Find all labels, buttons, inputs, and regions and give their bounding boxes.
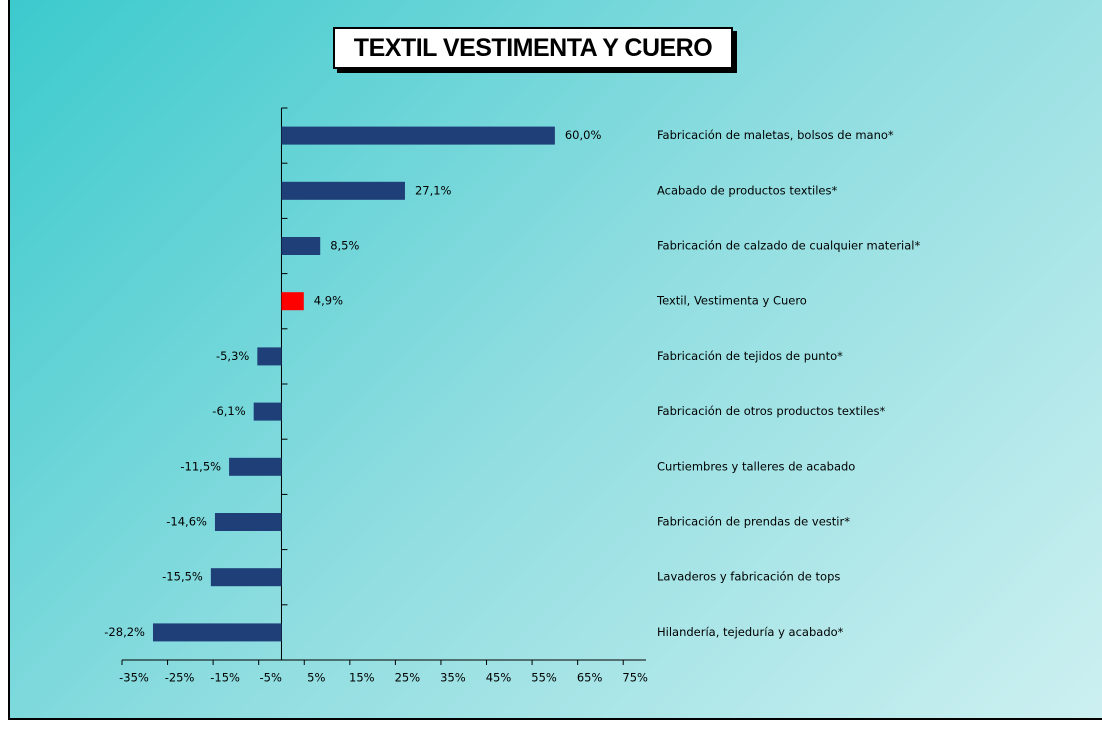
bar [281, 126, 555, 145]
x-tick-label: 45% [486, 671, 512, 685]
category-label: Curtiembres y talleres de acabado [657, 459, 855, 473]
bar [214, 513, 282, 531]
x-tick-label: 75% [622, 671, 648, 685]
value-label: 27,1% [415, 183, 452, 197]
category-label: Acabado de productos textiles* [657, 183, 837, 197]
x-tick-label: 5% [307, 671, 325, 685]
value-label: 8,5% [330, 239, 359, 253]
bar [229, 457, 282, 476]
value-label: 60,0% [565, 128, 602, 142]
value-label: -15,5% [162, 570, 203, 584]
category-label: Fabricación de calzado de cualquier mate… [657, 239, 920, 253]
x-tick-label: -25% [165, 671, 195, 685]
value-label: 4,9% [314, 294, 343, 308]
bar [281, 237, 321, 255]
x-tick-label: -35% [119, 671, 149, 685]
x-tick-label: -15% [210, 671, 240, 685]
bar [281, 181, 405, 200]
category-label: Textil, Vestimenta y Cuero [656, 294, 807, 308]
x-tick-label: 35% [440, 671, 466, 685]
bar [210, 568, 282, 587]
value-label: -11,5% [180, 459, 221, 473]
x-tick-label: -5% [259, 671, 281, 685]
x-tick-label: 55% [531, 671, 557, 685]
category-label: Fabricación de prendas de vestir* [657, 515, 850, 529]
category-label: Lavaderos y fabricación de tops [657, 570, 840, 584]
category-label: Fabricación de tejidos de punto* [657, 349, 843, 363]
bar [152, 623, 282, 642]
x-tick-label: 65% [577, 671, 603, 685]
category-label: Fabricación de otros productos textiles* [657, 404, 885, 418]
chart-title: TEXTIL VESTIMENTA Y CUERO [333, 27, 733, 69]
category-label: Hilandería, tejeduría y acabado* [657, 625, 844, 639]
value-label: -6,1% [212, 404, 245, 418]
value-label: -5,3% [216, 349, 249, 363]
category-label: Fabricación de maletas, bolsos de mano* [657, 128, 894, 142]
bar [253, 402, 282, 421]
value-label: -14,6% [166, 515, 207, 529]
bar [257, 347, 282, 366]
x-tick-label: 25% [395, 671, 421, 685]
chart-panel [8, 0, 1102, 720]
bar [281, 292, 304, 311]
x-tick-label: 15% [349, 671, 375, 685]
value-label: -28,2% [104, 625, 145, 639]
